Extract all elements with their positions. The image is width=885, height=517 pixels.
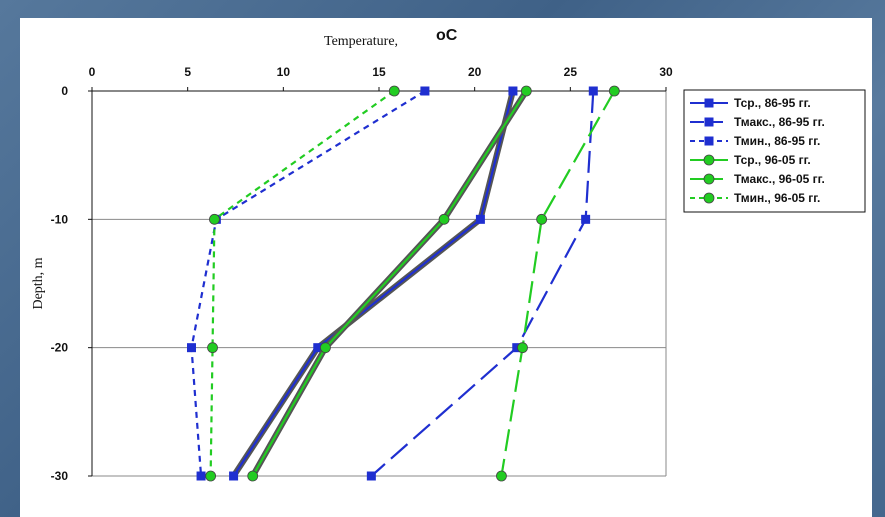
legend-item: Тмакс., 96-05 гг. [690,172,825,186]
data-point [320,342,331,354]
legend-label: Тмакс., 86-95 гг. [734,115,825,129]
data-point [420,86,430,96]
data-point [186,343,196,353]
data-point [247,470,259,482]
data-point [703,154,715,166]
series-layer [186,85,620,482]
data-point [581,214,591,224]
data-point [313,343,323,353]
series [496,85,620,482]
legend-label: Тср., 96-05 гг. [734,153,811,167]
x-tick-label: 20 [468,65,482,79]
data-point [209,213,220,225]
series-line [251,90,528,477]
x-tick-label: 15 [372,65,386,79]
data-point [508,86,518,96]
y-tick-label: -10 [51,212,69,226]
legend-label: Тср., 86-95 гг. [734,96,811,110]
x-tick-label: 25 [564,65,578,79]
depth-temperature-chart: 0 5 10 15 20 25 30 0 -10 -20 -30 Тср., 86-95 гг. Тм… [31,27,866,483]
series-line-shadow [231,90,516,478]
series-line-shadow [250,89,529,478]
legend-item: Тср., 86-95 гг. [690,96,811,110]
legend-item: Тмин., 86-95 гг. [690,134,820,148]
legend-label: Тмакс., 96-05 гг. [734,172,825,186]
series-line [500,90,616,477]
series-line [209,90,395,477]
data-point [475,214,485,224]
x-tick-label: 30 [659,65,673,79]
series [366,86,598,481]
y-tick-label: -30 [51,469,69,483]
x-tick-label: 5 [184,65,191,79]
data-point [520,85,532,97]
data-point [496,470,507,482]
series [247,85,532,482]
series-line [370,90,595,477]
data-point [704,98,714,108]
data-point [229,471,239,481]
grid-layer [92,91,667,477]
data-point [205,470,217,482]
data-point [366,471,376,481]
data-point [512,343,522,353]
y-axis-title: Depth, m [31,257,46,309]
y-tick-label: -20 [51,341,69,355]
y-tick-label: 0 [61,84,68,98]
data-point [517,342,528,354]
data-point [438,213,450,225]
legend-label: Тмин., 96-05 гг. [734,191,820,205]
x-axis-unit: oC [436,27,458,44]
data-point [207,342,218,354]
data-point [703,173,715,185]
data-point [704,117,714,127]
data-point [608,85,620,97]
data-point [704,136,714,146]
legend-box [683,89,866,213]
data-point [388,85,400,97]
series [205,85,400,482]
legend-label: Тмин., 86-95 гг. [734,134,820,148]
data-point [196,471,206,481]
series [186,86,430,481]
legend-item: Тср., 96-05 гг. [690,153,811,167]
series-line [232,90,514,477]
chart-panel: 0 5 10 15 20 25 30 0 -10 -20 -30 Тср., 86-95 гг. Тм… [20,18,872,517]
axis-layer: 0 5 10 15 20 25 30 0 -10 -20 -30 [51,65,673,483]
x-tick-label: 0 [89,65,96,79]
x-axis-title: Temperature, [324,34,398,49]
legend-item: Тмин., 96-05 гг. [690,191,820,205]
x-tick-label: 10 [277,65,291,79]
data-point [588,86,598,96]
data-point [703,192,715,204]
series [229,86,518,481]
legend: Тср., 86-95 гг. Тмакс., 86-95 гг. Тмин., 8… [683,89,866,213]
series-line [190,90,426,477]
legend-item: Тмакс., 86-95 гг. [690,115,825,129]
data-point [536,213,548,225]
